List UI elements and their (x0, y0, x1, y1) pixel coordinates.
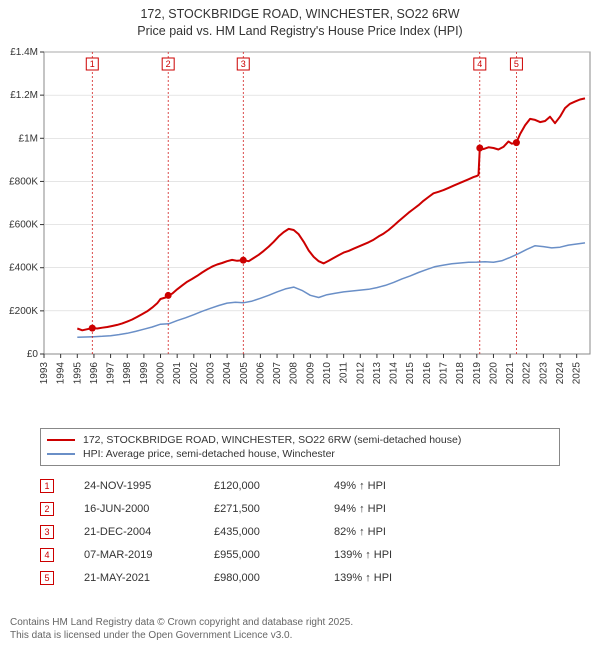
title-line-2: Price paid vs. HM Land Registry's House … (0, 23, 600, 40)
sale-row: 2 16-JUN-2000£271,50094% ↑ HPI (40, 497, 560, 520)
svg-text:2006: 2006 (255, 362, 266, 385)
svg-text:£200K: £200K (9, 306, 38, 317)
svg-text:£800K: £800K (9, 176, 38, 187)
sale-row: 3 21-DEC-2004£435,00082% ↑ HPI (40, 520, 560, 543)
title-line-1: 172, STOCKBRIDGE ROAD, WINCHESTER, SO22 … (0, 6, 600, 23)
legend-label: 172, STOCKBRIDGE ROAD, WINCHESTER, SO22 … (83, 434, 461, 446)
sales-table: 1 24-NOV-1995£120,00049% ↑ HPI 2 16-JUN-200… (40, 474, 560, 589)
svg-text:2019: 2019 (472, 362, 483, 385)
sale-price: £435,000 (214, 526, 334, 538)
chart-svg: £0 £200K £400K £600K £800K £1M £1.2M £1.4M 1993 1… (0, 44, 600, 414)
sale-marker-box: 3 (40, 525, 54, 539)
svg-text:2021: 2021 (505, 362, 516, 385)
svg-text:1999: 1999 (139, 362, 150, 385)
svg-text:2008: 2008 (289, 362, 300, 385)
sale-marker-box: 1 (40, 479, 54, 493)
svg-text:1998: 1998 (122, 362, 133, 385)
sale-hpi: 94% ↑ HPI (334, 503, 454, 515)
svg-text:1994: 1994 (56, 362, 67, 385)
legend-box: 172, STOCKBRIDGE ROAD, WINCHESTER, SO22 … (40, 428, 560, 466)
legend-swatch (47, 453, 75, 455)
legend-swatch (47, 439, 75, 441)
sale-date: 24-NOV-1995 (84, 480, 214, 492)
sale-hpi: 49% ↑ HPI (334, 480, 454, 492)
page-container: 172, STOCKBRIDGE ROAD, WINCHESTER, SO22 … (0, 0, 600, 650)
svg-text:2011: 2011 (339, 362, 350, 384)
sale-date: 21-MAY-2021 (84, 572, 214, 584)
chart-title: 172, STOCKBRIDGE ROAD, WINCHESTER, SO22 … (0, 0, 600, 40)
svg-text:£1.4M: £1.4M (10, 47, 38, 58)
sale-date: 07-MAR-2019 (84, 549, 214, 561)
legend-label: HPI: Average price, semi-detached house,… (83, 448, 335, 460)
svg-text:2016: 2016 (422, 362, 433, 385)
svg-text:1: 1 (90, 59, 95, 69)
svg-text:2012: 2012 (355, 362, 366, 385)
sale-price: £980,000 (214, 572, 334, 584)
svg-text:2009: 2009 (305, 362, 316, 385)
svg-text:2024: 2024 (555, 362, 566, 385)
svg-text:1993: 1993 (39, 362, 50, 385)
sale-date: 16-JUN-2000 (84, 503, 214, 515)
sale-row: 5 21-MAY-2021£980,000139% ↑ HPI (40, 566, 560, 589)
sale-price: £955,000 (214, 549, 334, 561)
svg-text:2001: 2001 (172, 362, 183, 385)
svg-text:£1M: £1M (19, 133, 38, 144)
sale-hpi: 82% ↑ HPI (334, 526, 454, 538)
svg-text:2: 2 (166, 59, 171, 69)
sale-row: 1 24-NOV-1995£120,00049% ↑ HPI (40, 474, 560, 497)
svg-text:2023: 2023 (538, 362, 549, 385)
svg-text:2013: 2013 (372, 362, 383, 385)
svg-text:2002: 2002 (189, 362, 200, 385)
sale-price: £120,000 (214, 480, 334, 492)
svg-text:2004: 2004 (222, 362, 233, 385)
sale-price: £271,500 (214, 503, 334, 515)
svg-text:2000: 2000 (156, 362, 167, 385)
sale-hpi: 139% ↑ HPI (334, 572, 454, 584)
svg-text:2005: 2005 (239, 362, 250, 385)
svg-text:2014: 2014 (389, 362, 400, 385)
sale-row: 4 07-MAR-2019£955,000139% ↑ HPI (40, 543, 560, 566)
svg-text:2022: 2022 (522, 362, 533, 385)
legend-row: HPI: Average price, semi-detached house,… (47, 447, 553, 461)
svg-text:5: 5 (514, 59, 519, 69)
sale-marker-box: 5 (40, 571, 54, 585)
sale-marker-box: 4 (40, 548, 54, 562)
footer-text: Contains HM Land Registry data © Crown c… (10, 616, 353, 642)
svg-text:2003: 2003 (205, 362, 216, 385)
svg-text:2018: 2018 (455, 362, 466, 385)
svg-text:2010: 2010 (322, 362, 333, 385)
svg-text:2025: 2025 (572, 362, 583, 385)
footer-line-1: Contains HM Land Registry data © Crown c… (10, 616, 353, 629)
svg-text:£400K: £400K (9, 263, 38, 274)
svg-text:£600K: £600K (9, 220, 38, 231)
svg-text:1996: 1996 (89, 362, 100, 385)
svg-text:2007: 2007 (272, 362, 283, 385)
svg-text:£1.2M: £1.2M (10, 90, 38, 101)
svg-text:£0: £0 (27, 349, 39, 360)
footer-line-2: This data is licensed under the Open Gov… (10, 629, 353, 642)
svg-text:2020: 2020 (488, 362, 499, 385)
svg-text:2017: 2017 (439, 362, 450, 385)
svg-text:1997: 1997 (106, 362, 117, 385)
svg-text:4: 4 (477, 59, 482, 69)
svg-text:3: 3 (241, 59, 246, 69)
sale-date: 21-DEC-2004 (84, 526, 214, 538)
sale-marker-box: 2 (40, 502, 54, 516)
legend-row: 172, STOCKBRIDGE ROAD, WINCHESTER, SO22 … (47, 433, 553, 447)
svg-text:2015: 2015 (405, 362, 416, 385)
sale-hpi: 139% ↑ HPI (334, 549, 454, 561)
svg-text:1995: 1995 (72, 362, 83, 385)
chart-area: £0 £200K £400K £600K £800K £1M £1.2M £1.4M 1993 1… (0, 44, 600, 414)
